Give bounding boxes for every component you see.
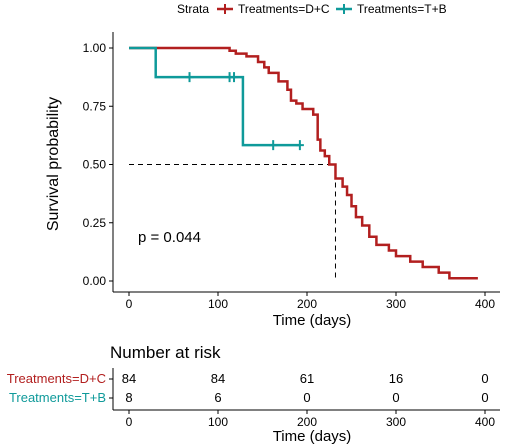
legend: Strata Treatments=D+C Treatments=T+B: [177, 2, 447, 16]
x-axis-label: Time (days): [273, 312, 352, 329]
risk-row-label: Treatments=D+C: [7, 371, 106, 386]
risk-x-tick-label: 300: [386, 415, 406, 429]
censor-mark: [295, 140, 304, 151]
risk-x-tick-label: 0: [126, 415, 133, 429]
risk-count: 0: [303, 390, 310, 405]
risk-count: 8: [125, 390, 132, 405]
risk-count: 84: [211, 371, 225, 386]
y-tick-label: 0.75: [83, 99, 107, 113]
risk-row-label: Treatments=T+B: [9, 390, 106, 405]
risk-count: 61: [300, 371, 314, 386]
y-tick-label: 1.00: [83, 41, 107, 55]
p-value-annotation: p = 0.044: [138, 229, 201, 246]
risk-count: 6: [214, 390, 221, 405]
legend-label-dc: Treatments=D+C: [238, 2, 330, 16]
risk-count: 0: [481, 390, 488, 405]
risk-x-tick-label: 100: [208, 415, 228, 429]
y-tick-label: 0.25: [83, 216, 107, 230]
survival-curves: [129, 46, 478, 280]
y-tick-label: 0.00: [83, 274, 107, 288]
risk-count: 0: [392, 390, 399, 405]
y-axis-ticks: 0.00 0.25 0.50 0.75 1.00: [83, 41, 113, 288]
risk-x-tick-label: 400: [475, 415, 495, 429]
x-tick-label: 300: [386, 297, 406, 311]
y-axis-label: Survival probability: [45, 97, 62, 231]
risk-x-tick-label: 200: [297, 415, 317, 429]
risk-table: Number at risk Treatments=D+C 84 84 61 16 0Tr…: [7, 343, 500, 445]
censor-mark: [269, 140, 278, 151]
censor-mark: [185, 72, 194, 83]
risk-count: 0: [481, 371, 488, 386]
y-tick-label: 0.50: [83, 158, 107, 172]
risk-table-x-label: Time (days): [273, 428, 352, 445]
x-axis-ticks: 0 100 200 300 400: [126, 292, 495, 311]
median-reference-lines: [129, 164, 336, 281]
legend-title: Strata: [177, 2, 209, 16]
survival-curve-dc: [129, 46, 478, 280]
censor-mark: [230, 72, 239, 83]
legend-label-tb: Treatments=T+B: [357, 2, 447, 16]
x-tick-label: 0: [126, 297, 133, 311]
survival-curve-tb: [129, 46, 300, 147]
risk-count: 16: [389, 371, 403, 386]
risk-table-title: Number at risk: [110, 343, 221, 362]
x-tick-label: 200: [297, 297, 317, 311]
risk-table-x-ticks: 0 100 200 300 400: [126, 410, 495, 429]
x-tick-label: 100: [208, 297, 228, 311]
risk-table-rows: Treatments=D+C 84 84 61 16 0 Treatments=T+B 8 6 0…: [7, 371, 489, 405]
survival-plot: 0.00 0.25 0.50 0.75 1.00 0 100 200 300 400 Survi…: [45, 32, 500, 329]
risk-count: 84: [122, 371, 136, 386]
x-tick-label: 400: [475, 297, 495, 311]
